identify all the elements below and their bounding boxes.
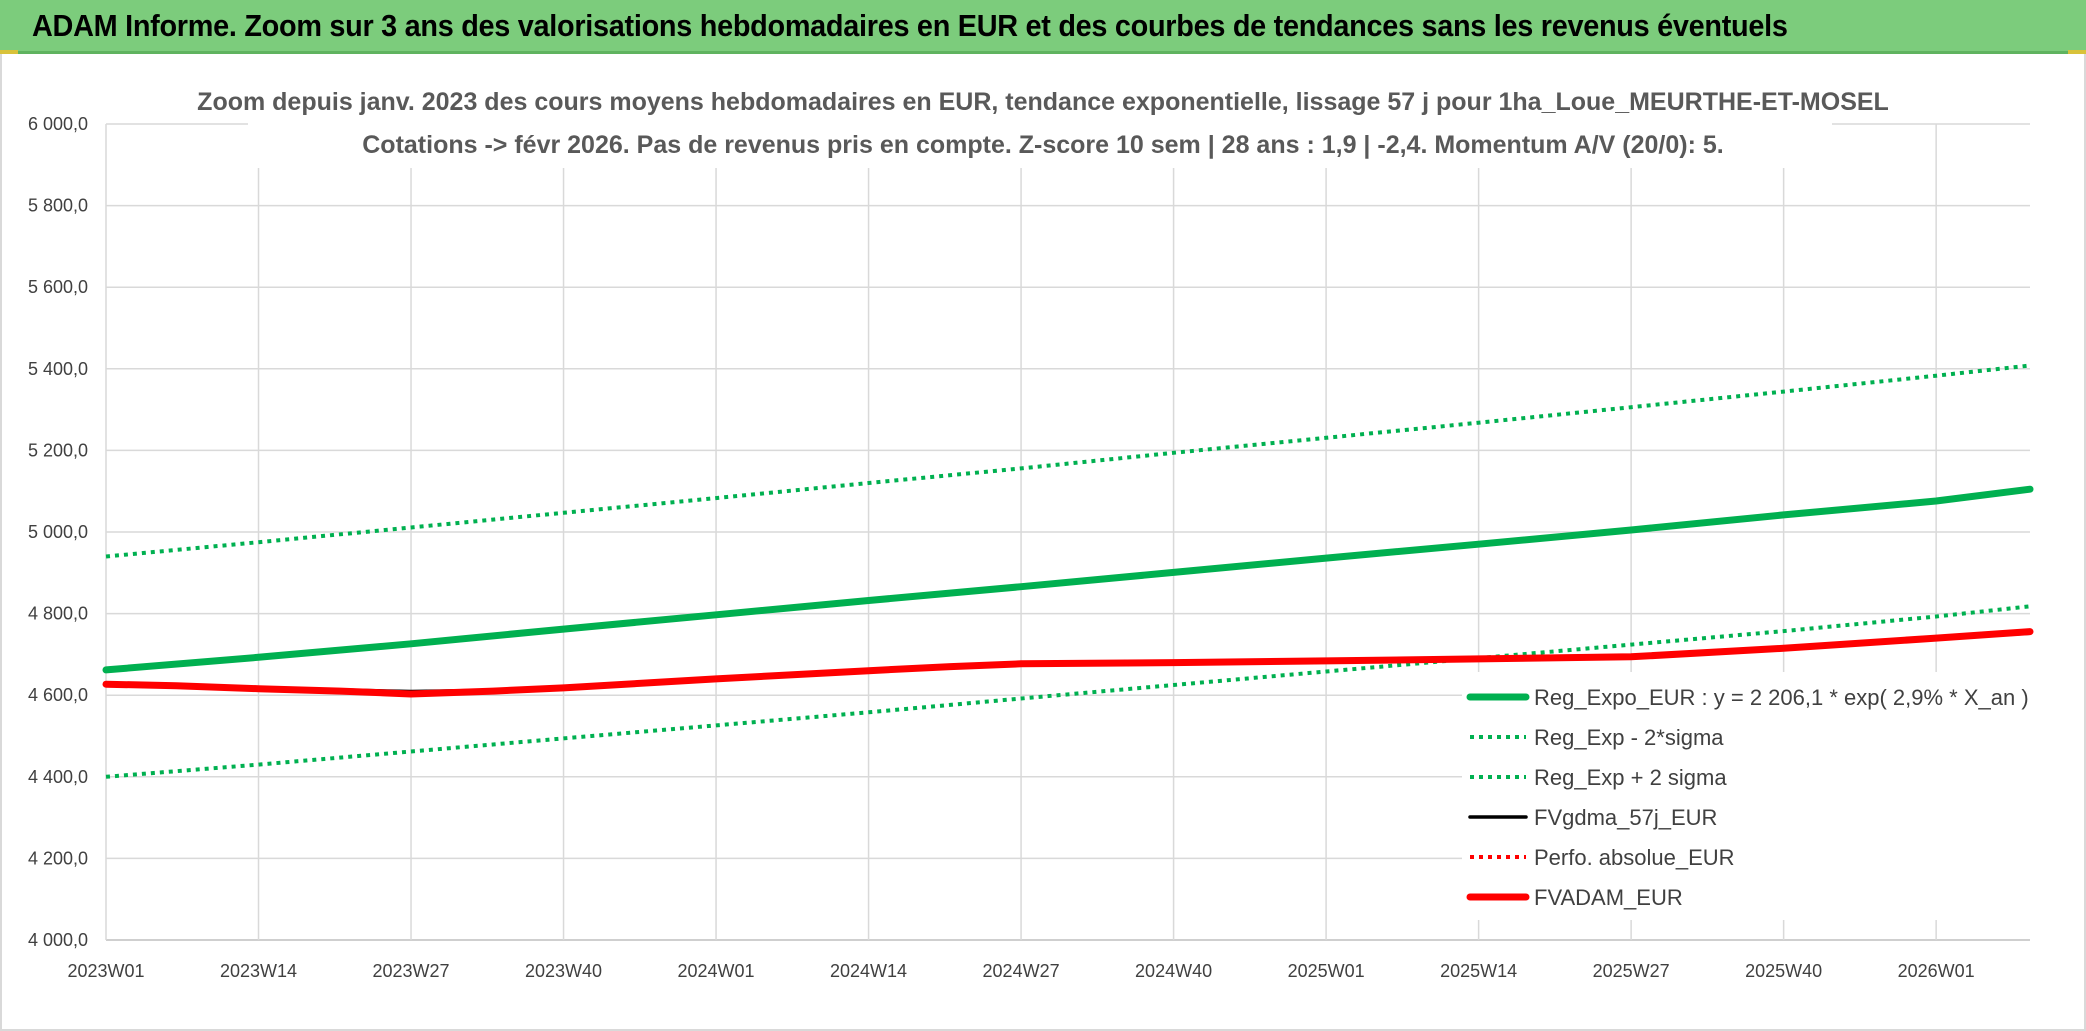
x-tick-label: 2025W27 bbox=[1593, 961, 1670, 981]
x-tick-label: 2024W40 bbox=[1135, 961, 1212, 981]
y-tick-label: 5 600,0 bbox=[28, 277, 88, 297]
chart-title-line-1: Zoom depuis janv. 2023 des cours moyens … bbox=[197, 88, 1889, 116]
x-tick-label: 2024W14 bbox=[830, 961, 907, 981]
y-tick-label: 6 000,0 bbox=[28, 114, 88, 134]
x-tick-label: 2025W01 bbox=[1288, 961, 1365, 981]
chart-title-line-2: Cotations -> févr 2026. Pas de revenus p… bbox=[362, 131, 1723, 159]
legend-label: Reg_Exp - 2*sigma bbox=[1534, 725, 1724, 750]
x-tick-label: 2023W40 bbox=[525, 961, 602, 981]
x-tick-label: 2025W40 bbox=[1745, 961, 1822, 981]
y-tick-label: 5 400,0 bbox=[28, 359, 88, 379]
series-line-2 bbox=[106, 366, 2030, 557]
legend-label: Perfo. absolue_EUR bbox=[1534, 845, 1735, 870]
x-tick-label: 2025W14 bbox=[1440, 961, 1517, 981]
y-tick-label: 4 600,0 bbox=[28, 685, 88, 705]
legend-label: FVgdma_57j_EUR bbox=[1534, 805, 1717, 830]
x-tick-label: 2023W01 bbox=[67, 961, 144, 981]
legend-label: FVADAM_EUR bbox=[1534, 885, 1683, 910]
series-line-0 bbox=[106, 489, 2030, 670]
x-tick-label: 2023W27 bbox=[372, 961, 449, 981]
x-tick-label: 2023W14 bbox=[220, 961, 297, 981]
x-tick-label: 2024W01 bbox=[678, 961, 755, 981]
legend-label: Reg_Expo_EUR : y = 2 206,1 * exp( 2,9% *… bbox=[1534, 685, 2029, 710]
y-tick-label: 4 400,0 bbox=[28, 767, 88, 787]
x-tick-label: 2026W01 bbox=[1898, 961, 1975, 981]
x-tick-label: 2024W27 bbox=[983, 961, 1060, 981]
chart-legend: Reg_Expo_EUR : y = 2 206,1 * exp( 2,9% *… bbox=[1462, 672, 2042, 920]
y-tick-label: 5 000,0 bbox=[28, 522, 88, 542]
y-tick-label: 4 200,0 bbox=[28, 848, 88, 868]
y-tick-label: 4 800,0 bbox=[28, 604, 88, 624]
y-tick-label: 5 200,0 bbox=[28, 440, 88, 460]
y-tick-label: 4 000,0 bbox=[28, 930, 88, 950]
y-tick-label: 5 800,0 bbox=[28, 196, 88, 216]
legend-label: Reg_Exp + 2 sigma bbox=[1534, 765, 1727, 790]
